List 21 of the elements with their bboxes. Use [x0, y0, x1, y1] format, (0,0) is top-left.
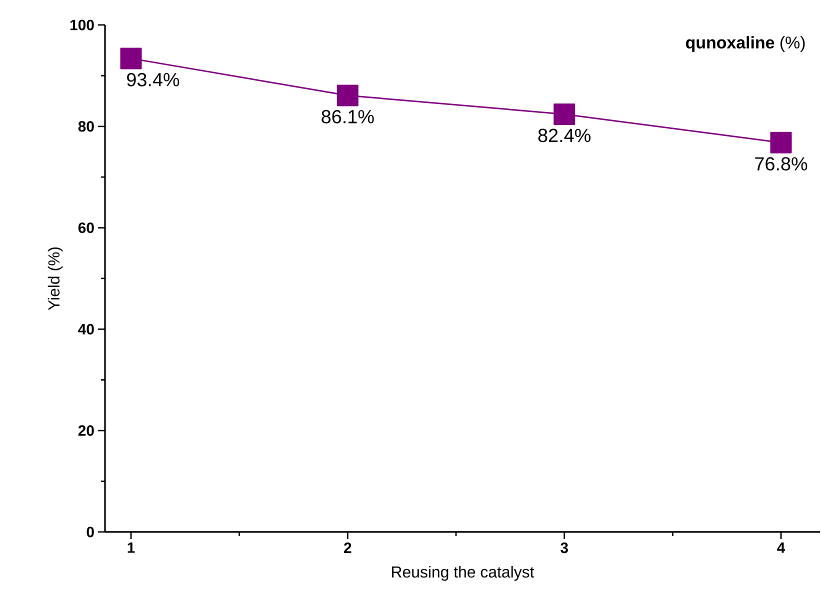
x-tick-label: 3 [560, 542, 568, 554]
x-tick-label: 2 [344, 542, 352, 553]
data-label: 93.4% [127, 72, 180, 86]
y-tick-label: 60 [78, 222, 94, 234]
y-tick-label: 0 [86, 526, 94, 538]
y-tick-label: 20 [78, 425, 94, 436]
point [336, 84, 358, 106]
x-axis-title: Reusing the catalyst [392, 566, 534, 581]
x-tick-label: 1 [128, 542, 135, 553]
y-axis-title: Yield (%) [48, 247, 63, 310]
x-tick-label: 4 [777, 542, 786, 553]
data-label: 82.4% [538, 128, 590, 142]
y-tick-label: 80 [78, 121, 94, 132]
data-label: 76.8% [755, 157, 808, 171]
annotation: qunoxaline (%) [686, 36, 805, 52]
point [770, 132, 792, 154]
point [120, 48, 142, 70]
y-tick-label: 100 [70, 20, 94, 30]
point [554, 103, 576, 125]
data-label: 86.1% [322, 110, 374, 124]
y-tick-label: 40 [78, 324, 94, 334]
